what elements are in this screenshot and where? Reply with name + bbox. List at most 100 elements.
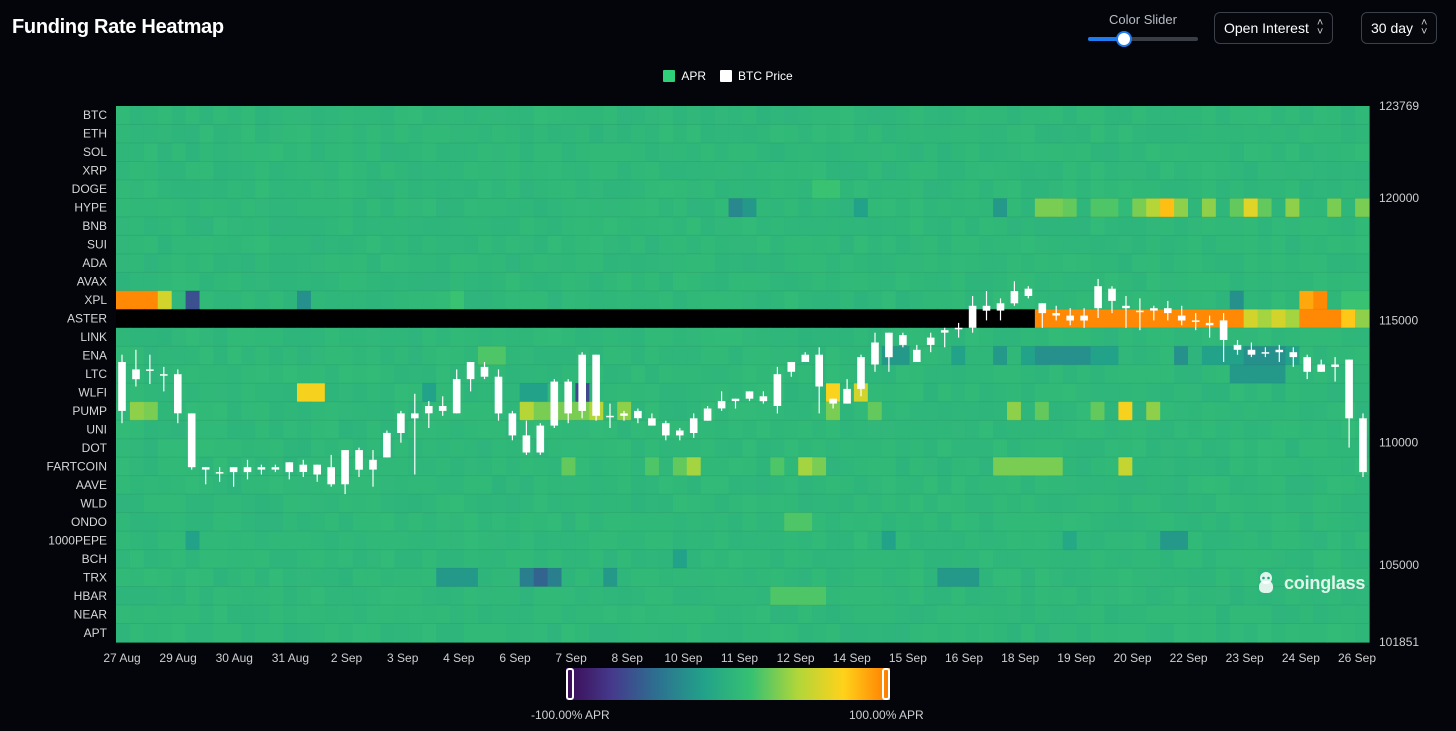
heatmap-cell[interactable] <box>881 161 897 181</box>
heatmap-cell[interactable] <box>1048 161 1064 181</box>
heatmap-cell[interactable] <box>505 586 521 606</box>
heatmap-cell[interactable] <box>645 235 660 255</box>
heatmap-cell[interactable] <box>380 179 396 200</box>
heatmap-cell[interactable] <box>1174 346 1189 366</box>
heatmap-cell[interactable] <box>1271 327 1287 347</box>
heatmap-cell[interactable] <box>951 494 966 514</box>
heatmap-cell[interactable] <box>1355 235 1370 255</box>
heatmap-cell[interactable] <box>1104 142 1119 163</box>
heatmap-cell[interactable] <box>979 568 994 588</box>
heatmap-cell[interactable] <box>951 309 966 329</box>
heatmap-cell[interactable] <box>213 272 228 292</box>
heatmap-cell[interactable] <box>296 549 312 569</box>
heatmap-cell[interactable] <box>658 531 674 551</box>
heatmap-cell[interactable] <box>422 605 437 625</box>
heatmap-cell[interactable] <box>756 475 771 495</box>
heatmap-cell[interactable] <box>1007 216 1022 236</box>
heatmap-cell[interactable] <box>1062 549 1078 569</box>
heatmap-cell[interactable] <box>993 161 1008 181</box>
heatmap-cell[interactable] <box>1146 623 1161 643</box>
heatmap-cell[interactable] <box>324 253 340 273</box>
heatmap-cell[interactable] <box>1160 420 1175 440</box>
heatmap-cell[interactable] <box>338 420 354 440</box>
heatmap-cell[interactable] <box>450 531 465 551</box>
heatmap-cell[interactable] <box>310 494 326 514</box>
heatmap-cell[interactable] <box>1341 438 1356 458</box>
candle-body[interactable] <box>745 391 754 399</box>
heatmap-cell[interactable] <box>380 309 396 329</box>
heatmap-cell[interactable] <box>1146 568 1161 588</box>
heatmap-cell[interactable] <box>1355 475 1370 495</box>
heatmap-cell[interactable] <box>1034 586 1050 606</box>
heatmap-cell[interactable] <box>157 290 173 310</box>
heatmap-cell[interactable] <box>728 327 744 347</box>
heatmap-cell[interactable] <box>394 438 409 458</box>
heatmap-cell[interactable] <box>812 124 827 144</box>
heatmap-cell[interactable] <box>519 549 535 569</box>
heatmap-cell[interactable] <box>1118 475 1133 495</box>
heatmap-cell[interactable] <box>533 364 549 384</box>
heatmap-cell[interactable] <box>185 161 201 181</box>
heatmap-cell[interactable] <box>296 253 312 273</box>
heatmap-cell[interactable] <box>519 401 535 421</box>
heatmap-cell[interactable] <box>1313 457 1328 477</box>
heatmap-cell[interactable] <box>1271 198 1287 218</box>
heatmap-cell[interactable] <box>1341 568 1356 588</box>
heatmap-cell[interactable] <box>533 605 549 625</box>
heatmap-cell[interactable] <box>728 309 744 329</box>
heatmap-cell[interactable] <box>116 253 131 273</box>
heatmap-cell[interactable] <box>1201 383 1217 403</box>
heatmap-cell[interactable] <box>1146 290 1161 310</box>
heatmap-cell[interactable] <box>408 235 423 255</box>
heatmap-cell[interactable] <box>658 142 674 163</box>
heatmap-cell[interactable] <box>422 568 437 588</box>
heatmap-cell[interactable] <box>1327 512 1342 532</box>
heatmap-cell[interactable] <box>575 605 590 625</box>
heatmap-cell[interactable] <box>1313 512 1328 532</box>
heatmap-cell[interactable] <box>1007 605 1022 625</box>
heatmap-cell[interactable] <box>1076 623 1092 643</box>
heatmap-cell[interactable] <box>380 568 396 588</box>
heatmap-cell[interactable] <box>213 475 228 495</box>
heatmap-cell[interactable] <box>1327 272 1342 292</box>
heatmap-cell[interactable] <box>1299 531 1314 551</box>
heatmap-cell[interactable] <box>826 586 841 606</box>
heatmap-cell[interactable] <box>965 401 980 421</box>
heatmap-cell[interactable] <box>589 549 604 569</box>
heatmap-cell[interactable] <box>1299 401 1314 421</box>
heatmap-cell[interactable] <box>1188 106 1203 126</box>
heatmap-cell[interactable] <box>505 364 521 384</box>
heatmap-cell[interactable] <box>1007 438 1022 458</box>
heatmap-cell[interactable] <box>1313 253 1328 273</box>
heatmap-cell[interactable] <box>505 568 521 588</box>
heatmap-cell[interactable] <box>1007 179 1022 200</box>
heatmap-cell[interactable] <box>589 531 604 551</box>
heatmap-cell[interactable] <box>1174 383 1189 403</box>
heatmap-cell[interactable] <box>867 512 883 532</box>
heatmap-cell[interactable] <box>464 494 479 514</box>
heatmap-cell[interactable] <box>157 420 173 440</box>
heatmap-cell[interactable] <box>213 198 228 218</box>
heatmap-cell[interactable] <box>422 383 437 403</box>
heatmap-cell[interactable] <box>1215 531 1231 551</box>
heatmap-cell[interactable] <box>909 216 925 236</box>
heatmap-cell[interactable] <box>199 216 215 236</box>
heatmap-cell[interactable] <box>241 568 256 588</box>
heatmap-cell[interactable] <box>491 290 507 310</box>
candle-body[interactable] <box>494 376 503 414</box>
heatmap-cell[interactable] <box>1160 568 1175 588</box>
heatmap-cell[interactable] <box>909 531 925 551</box>
heatmap-cell[interactable] <box>1257 420 1273 440</box>
heatmap-cell[interactable] <box>199 179 215 200</box>
heatmap-cell[interactable] <box>296 346 312 366</box>
heatmap-cell[interactable] <box>1048 364 1064 384</box>
heatmap-cell[interactable] <box>965 253 980 273</box>
heatmap-cell[interactable] <box>157 623 173 643</box>
heatmap-cell[interactable] <box>199 142 215 163</box>
heatmap-cell[interactable] <box>1299 475 1314 495</box>
heatmap-cell[interactable] <box>575 161 590 181</box>
heatmap-cell[interactable] <box>1062 198 1078 218</box>
heatmap-cell[interactable] <box>826 161 841 181</box>
heatmap-cell[interactable] <box>853 124 869 144</box>
heatmap-cell[interactable] <box>1327 568 1342 588</box>
